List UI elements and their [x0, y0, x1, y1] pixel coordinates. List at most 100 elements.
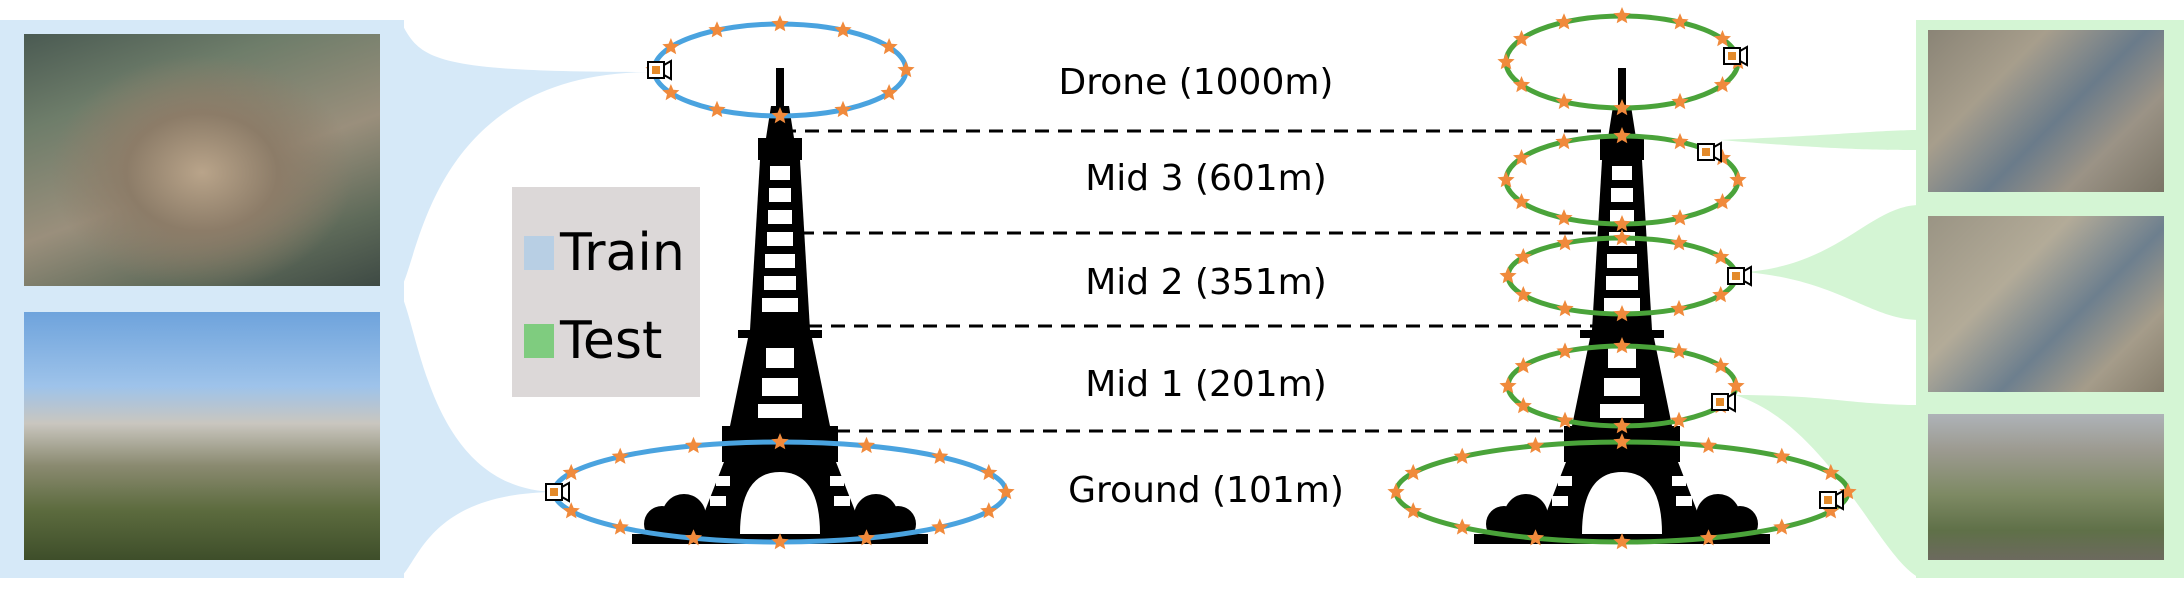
orbit-marker — [1712, 248, 1730, 265]
camera-icon — [545, 482, 570, 502]
orbit-marker — [834, 21, 852, 38]
train-photo-ground — [24, 312, 380, 560]
orbit-marker — [834, 100, 852, 118]
orbit-marker — [1613, 305, 1631, 322]
orbit-marker — [1822, 463, 1840, 481]
orbit-marker — [931, 447, 949, 464]
orbit-marker — [708, 100, 726, 118]
orbit-marker — [771, 15, 789, 32]
orbit-marker — [1497, 171, 1515, 188]
orbit-marker — [1613, 533, 1631, 550]
orbit-marker — [1670, 299, 1688, 317]
orbit-marker — [1513, 149, 1531, 166]
orbit-marker — [562, 502, 580, 519]
orbit-marker — [771, 433, 789, 450]
orbit-marker — [1387, 483, 1405, 500]
camera-icon — [1727, 266, 1752, 286]
orbit-marker — [1453, 447, 1471, 464]
orbit-marker — [1555, 209, 1573, 226]
legend-label-test: Test — [560, 311, 663, 371]
orbit-marker — [857, 529, 875, 546]
orbit-marker — [1499, 267, 1517, 284]
test-photo-mid2 — [1928, 216, 2164, 392]
orbit-marker — [1613, 229, 1631, 246]
orbit-marker — [1514, 286, 1532, 303]
orbit-marker — [980, 463, 998, 481]
camera-icon — [647, 60, 672, 80]
test-photo-mid1 — [1928, 414, 2164, 560]
altitude-label-mid2: Mid 2 (351m) — [1085, 262, 1327, 303]
orbit-marker — [1613, 127, 1631, 144]
orbit-marker — [1713, 193, 1731, 210]
orbit-marker — [1670, 411, 1688, 428]
orbit-marker — [1670, 234, 1688, 251]
orbit-marker — [1613, 99, 1631, 116]
orbit-marker — [771, 533, 789, 550]
orbit-marker — [562, 463, 580, 481]
orbit-marker — [1555, 92, 1573, 110]
orbit-marker — [708, 21, 726, 38]
train-photo-aerial — [24, 34, 380, 286]
orbit-marker — [857, 436, 875, 454]
orbit-marker — [1822, 502, 1840, 519]
orbit-marker — [1773, 447, 1791, 464]
orbit-marker — [997, 483, 1015, 500]
legend-swatch-train — [524, 236, 554, 270]
orbit-marker — [1556, 411, 1574, 428]
legend-item-train: Train — [524, 227, 685, 279]
orbit-marker — [1713, 149, 1731, 166]
orbit-marker — [1513, 30, 1531, 47]
orbit-marker — [1671, 209, 1689, 226]
orbit-marker — [1497, 53, 1515, 70]
altitude-label-mid3: Mid 3 (601m) — [1085, 158, 1327, 199]
camera-icon — [1819, 490, 1844, 510]
camera-icon — [1697, 142, 1722, 162]
orbit-marker — [1699, 529, 1717, 546]
orbit-marker — [1555, 132, 1573, 150]
orbit-marker — [662, 38, 680, 55]
orbit-marker — [1514, 397, 1532, 414]
orbit-marker — [1556, 342, 1574, 359]
orbit-marker — [1555, 13, 1573, 30]
legend: Train Test — [512, 187, 700, 397]
camera-icon — [1723, 46, 1748, 66]
legend-item-test: Test — [524, 315, 662, 367]
legend-label-train: Train — [560, 223, 685, 283]
orbit-marker — [1453, 518, 1471, 535]
orbit-marker — [1613, 433, 1631, 450]
orbit-marker — [897, 61, 915, 78]
altitude-label-mid1: Mid 1 (201m) — [1085, 364, 1327, 405]
orbit-marker — [1499, 377, 1517, 394]
orbit-marker — [880, 84, 898, 101]
altitude-label-drone: Drone (1000m) — [1058, 62, 1334, 103]
orbit-marker — [1556, 299, 1574, 317]
orbit-marker — [1613, 215, 1631, 232]
orbit-marker — [1671, 13, 1689, 30]
orbit-marker — [1527, 529, 1545, 546]
orbit-marker — [1713, 76, 1731, 93]
orbit-marker — [1712, 286, 1730, 303]
orbit-marker — [1713, 30, 1731, 47]
orbit-marker — [880, 38, 898, 55]
orbit-marker — [1613, 417, 1631, 434]
orbit-marker — [1514, 248, 1532, 265]
orbit-marker — [1513, 193, 1531, 210]
orbit-marker — [685, 529, 703, 546]
orbit-marker — [1513, 76, 1531, 93]
camera-icon — [1711, 392, 1736, 412]
orbit-marker — [1773, 518, 1791, 535]
orbit-marker — [931, 518, 949, 535]
orbit-marker — [1671, 132, 1689, 150]
orbit-marker — [1404, 463, 1422, 481]
orbit-marker — [685, 436, 703, 454]
orbit-marker — [1727, 377, 1745, 394]
orbit-marker — [1527, 436, 1545, 454]
orbit-marker — [1613, 337, 1631, 354]
orbit-marker — [1613, 7, 1631, 24]
orbit-marker — [1729, 171, 1747, 188]
orbit-marker — [1712, 357, 1730, 374]
orbit-marker — [1671, 92, 1689, 110]
orbit-marker — [662, 84, 680, 101]
test-photo-mid3 — [1928, 30, 2164, 192]
